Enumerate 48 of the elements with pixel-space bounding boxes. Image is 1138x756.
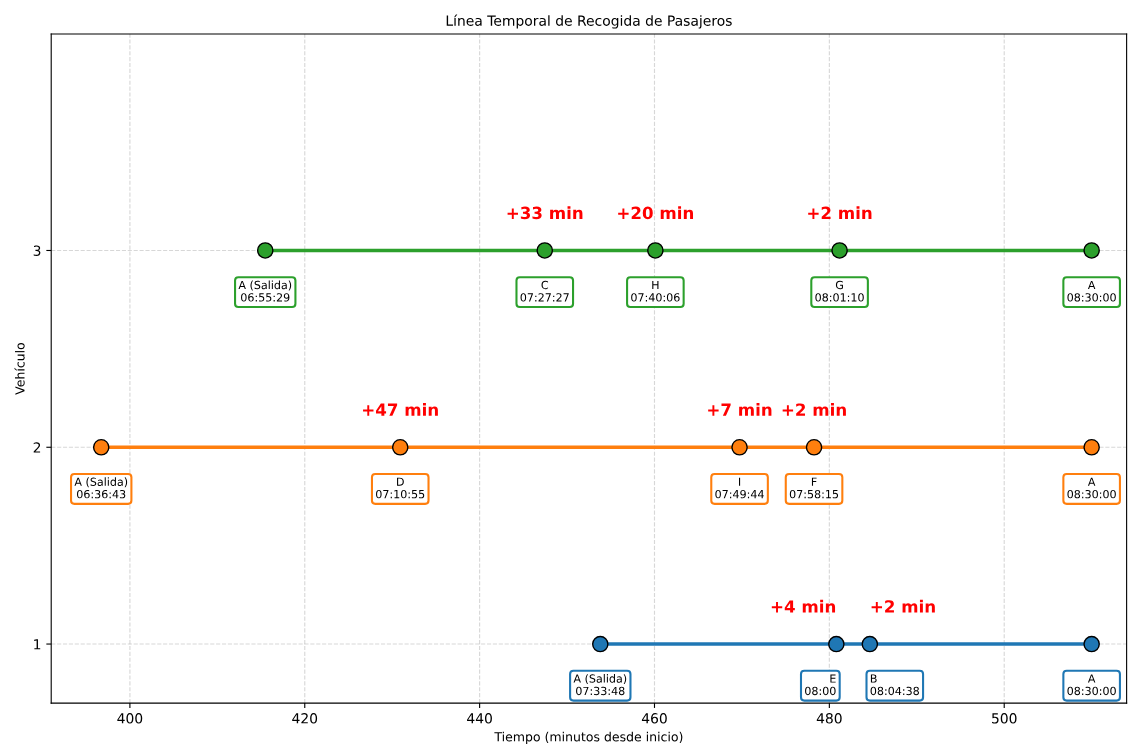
point: [256, 242, 274, 259]
x-tick-label: 460: [641, 713, 667, 724]
annotation: +20 min: [618, 206, 694, 220]
y-tick-label: 2: [33, 442, 41, 453]
data-label: A (Salida) 06:55:29: [238, 280, 292, 302]
data-label: D 07:10:55: [376, 477, 425, 499]
data-label: B 08:04:38: [870, 674, 919, 696]
point: [1083, 242, 1100, 259]
annotation: +4 min: [771, 599, 836, 613]
data-label: C 07:27:27: [520, 280, 569, 302]
annotation: +2 min: [871, 599, 935, 613]
x-tick-label: 500: [992, 713, 1017, 724]
x-tick-label: 420: [292, 713, 318, 724]
data-label: A (Salida) 07:33:48: [573, 674, 627, 696]
data-label: I 07:49:44: [715, 477, 764, 499]
annotation: +2 min: [808, 206, 872, 219]
point: [831, 242, 848, 259]
point: [861, 635, 879, 653]
point: [1083, 635, 1100, 653]
point: [536, 242, 554, 259]
annotation: +47 min: [363, 403, 438, 416]
x-tick-label: 440: [467, 713, 492, 724]
annotation: +33 min: [507, 206, 583, 220]
chart-title: Línea Temporal de Recogida de Pasajeros: [446, 14, 732, 29]
data-label: A 08:30:00: [1067, 477, 1116, 499]
point: [731, 438, 748, 456]
data-label: A 08:30:00: [1067, 674, 1116, 696]
data-label: A 08:30:00: [1067, 280, 1116, 302]
x-axis-title: Tiempo (minutos desde inicio): [494, 731, 683, 744]
data-label: F 07:58:15: [789, 477, 839, 499]
data-label: E 08:00: [805, 674, 836, 696]
y-axis-title: Vehículo: [14, 342, 25, 395]
point: [647, 242, 664, 259]
data-label: G 08:01:10: [815, 280, 864, 302]
annotation: +2 min: [782, 403, 846, 416]
point: [92, 438, 110, 456]
annotation: +7 min: [708, 403, 772, 416]
point: [805, 438, 823, 456]
data-label: H 07:40:06: [631, 280, 680, 302]
point: [591, 635, 609, 653]
point: [828, 635, 845, 653]
y-tick-label: 1: [34, 639, 41, 650]
y-tick-label: 3: [33, 245, 41, 256]
x-tick-label: 480: [816, 713, 842, 724]
point: [1083, 438, 1100, 456]
x-tick-label: 400: [117, 713, 143, 724]
data-label: A (Salida) 06:36:43: [74, 477, 128, 499]
point: [391, 438, 409, 456]
